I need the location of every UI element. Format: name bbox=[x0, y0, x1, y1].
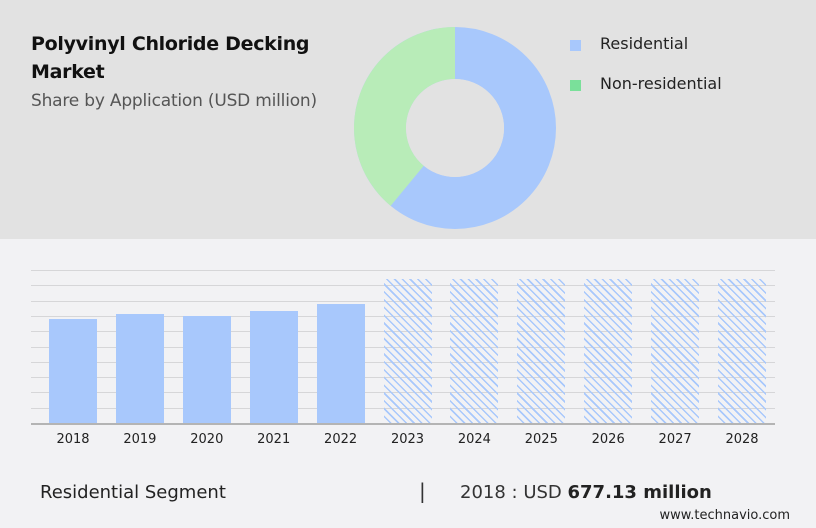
bar-forecast-2027 bbox=[651, 279, 700, 423]
x-tick-label: 2024 bbox=[457, 432, 491, 447]
legend-label: Non-residential bbox=[600, 74, 722, 93]
bar-2018 bbox=[49, 319, 97, 423]
x-tick-label: 2028 bbox=[725, 432, 759, 447]
donut-chart bbox=[354, 27, 556, 229]
title-line-2: Market bbox=[31, 61, 105, 83]
bar-forecast-2023 bbox=[383, 279, 432, 423]
value-amount: 677.13 million bbox=[567, 482, 712, 503]
bar-forecast-2026 bbox=[584, 279, 633, 423]
x-axis bbox=[31, 423, 775, 425]
slice-non-residential bbox=[354, 27, 455, 206]
legend-label: Residential bbox=[600, 34, 689, 53]
non-residential-swatch-icon bbox=[570, 80, 581, 91]
x-tick-label: 2022 bbox=[324, 432, 358, 447]
bar-2020 bbox=[182, 315, 231, 423]
x-tick-label: 2023 bbox=[390, 432, 425, 447]
x-tick-label: 2025 bbox=[524, 432, 558, 447]
segment-value: 2018 : USD 677.13 million bbox=[460, 482, 712, 503]
summary-panel: Polyvinyl Chloride Decking Market Share … bbox=[0, 0, 816, 239]
separator: | bbox=[419, 479, 426, 503]
bar-forecast-2028 bbox=[718, 279, 766, 423]
x-tick-label: 2021 bbox=[257, 432, 291, 447]
title-line-1: Polyvinyl Chloride Decking bbox=[31, 33, 310, 55]
source-link[interactable]: www.technavio.com bbox=[659, 508, 790, 523]
segment-label: Residential Segment bbox=[40, 482, 226, 503]
x-tick-label: 2019 bbox=[123, 432, 157, 447]
x-tick-label: 2026 bbox=[591, 432, 625, 447]
x-tick-label: 2027 bbox=[658, 432, 692, 447]
bar-forecast-2024 bbox=[450, 279, 499, 423]
gridline bbox=[31, 270, 775, 271]
bar-2021 bbox=[249, 311, 298, 423]
value-prefix: 2018 : USD bbox=[460, 482, 568, 503]
x-tick-label: 2020 bbox=[190, 432, 224, 447]
chart-subtitle: Share by Application (USD million) bbox=[31, 91, 317, 111]
chart-title: Polyvinyl Chloride Decking Market bbox=[31, 30, 310, 86]
bar-2019 bbox=[115, 313, 164, 423]
bar-chart: 2018 2019 2020 2021 2022 2023 2024 2025 2026 2027… bbox=[0, 239, 816, 459]
x-tick-label: 2018 bbox=[56, 432, 90, 447]
residential-swatch-icon bbox=[570, 40, 581, 51]
bar-2022 bbox=[316, 303, 365, 423]
bar-forecast-2025 bbox=[517, 279, 566, 423]
